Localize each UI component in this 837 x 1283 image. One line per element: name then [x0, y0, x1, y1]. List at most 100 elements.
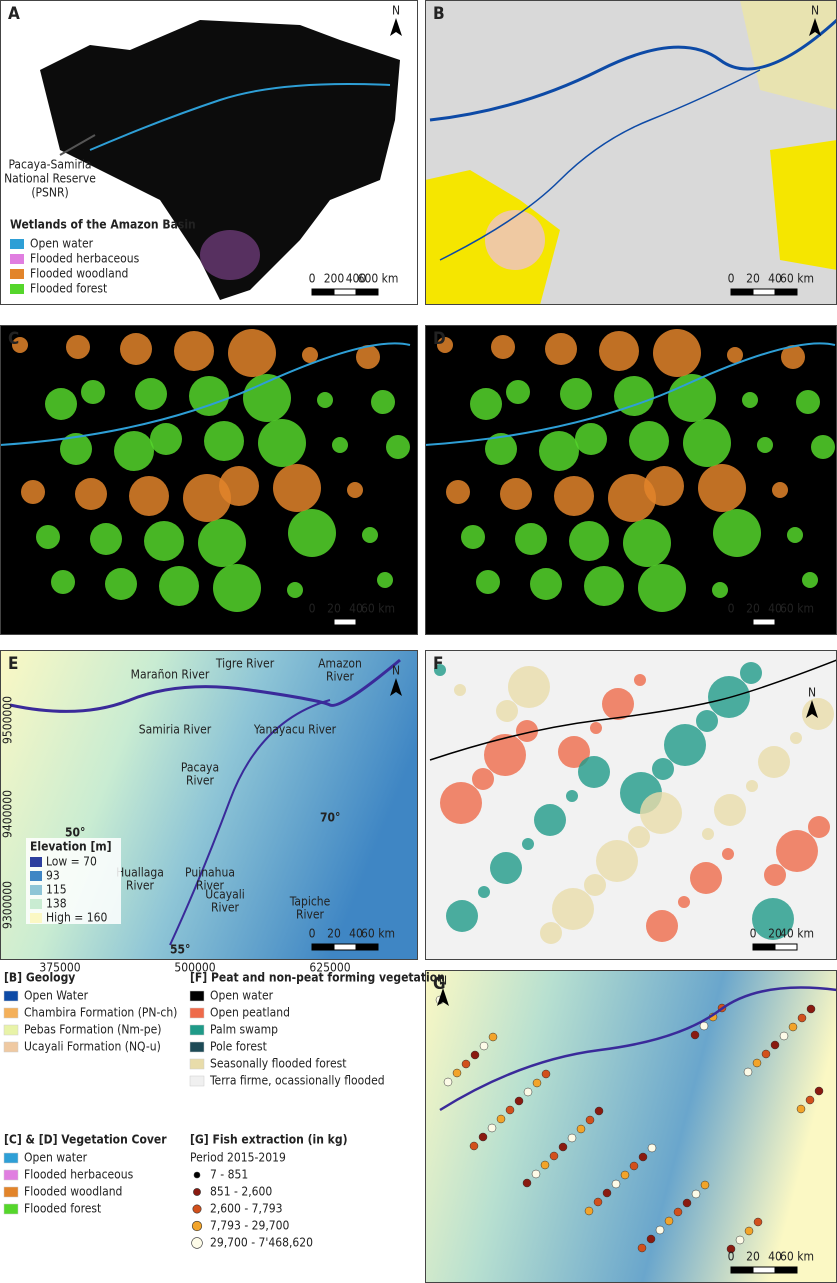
river-label: Huallaga: [116, 866, 164, 880]
vegetation: [105, 568, 137, 600]
vegetation: [129, 476, 169, 516]
vegetation: [808, 816, 830, 838]
fish-site: [690, 1030, 700, 1040]
vegetation: [534, 804, 566, 836]
river-label: Tigre River: [215, 657, 275, 671]
scale-label: 0: [728, 272, 735, 286]
fish-site: [487, 1123, 497, 1133]
legend-label: 138: [46, 897, 67, 911]
legend-swatch: [189, 1024, 205, 1036]
legend-subtitle: Period 2015-2019: [190, 1151, 286, 1165]
fish-site: [655, 1225, 665, 1235]
scale-label: 60 km: [361, 602, 395, 616]
vegetation: [539, 431, 579, 471]
river: [439, 69, 761, 261]
legend-label: Flooded forest: [30, 282, 107, 296]
river-label: Tapiche: [289, 895, 331, 909]
map-background: [425, 970, 837, 1283]
vegetation: [472, 768, 494, 790]
legend-label: 93: [46, 869, 60, 883]
basin-shape: [40, 20, 400, 300]
vegetation: [144, 521, 184, 561]
fish-site: [541, 1069, 551, 1079]
vegetation: [478, 886, 490, 898]
panel-frame: [0, 325, 418, 635]
vegetation: [174, 331, 214, 371]
fish-site: [469, 1141, 479, 1151]
fish-site: [522, 1178, 532, 1188]
river: [0, 342, 411, 446]
fish-site: [505, 1105, 515, 1115]
vegetation: [584, 566, 624, 606]
vegetation: [683, 419, 731, 467]
legend-label: 2,600 - 7,793: [210, 1202, 283, 1216]
fish-site: [691, 1189, 701, 1199]
legend-label: Pole forest: [210, 1040, 267, 1054]
annotation-arrow: [59, 134, 96, 156]
vegetation: [317, 392, 333, 408]
scale-label: 0: [309, 272, 316, 286]
legend-label: 7 - 851: [210, 1168, 248, 1182]
fish-site: [770, 1040, 780, 1050]
scale-bar: [752, 288, 776, 296]
vegetation: [485, 433, 517, 465]
legend-label: Open water: [24, 1151, 88, 1165]
vegetation: [159, 566, 199, 606]
vegetation: [752, 898, 794, 940]
vegetation: [602, 688, 634, 720]
river-label: Pacaya: [181, 761, 219, 775]
scale-label: 20: [327, 602, 341, 616]
scale-label: 600 km: [358, 272, 399, 286]
scale-label: 20: [746, 1250, 760, 1264]
north-label: N: [808, 686, 816, 700]
vegetation: [552, 888, 594, 930]
scale-bar: [333, 943, 357, 951]
vegetation: [490, 852, 522, 884]
fish-site: [514, 1096, 524, 1106]
panel-letter: B: [433, 4, 445, 24]
scale-label: 40 km: [780, 927, 814, 941]
legend-label: Flooded woodland: [30, 267, 128, 281]
vegetation: [500, 478, 532, 510]
annotation: National Reserve: [4, 172, 96, 186]
vegetation: [690, 862, 722, 894]
fish-site: [743, 1067, 753, 1077]
vegetation: [558, 736, 590, 768]
fish-site: [744, 1226, 754, 1236]
vegetation: [727, 347, 743, 363]
scale-bar: [752, 943, 776, 951]
vegetation: [332, 437, 348, 453]
scale-bar: [774, 618, 798, 626]
fish-site: [452, 1068, 462, 1078]
legend-label: Open Water: [24, 989, 89, 1003]
vegetation: [273, 464, 321, 512]
north-arrow: [437, 988, 449, 1006]
vegetation: [623, 519, 671, 567]
river: [429, 18, 837, 122]
legend-swatch: [3, 1024, 19, 1036]
wetland: [200, 230, 260, 280]
fish-site: [620, 1170, 630, 1180]
vegetation: [446, 480, 470, 504]
vegetation: [764, 864, 786, 886]
vegetation: [204, 421, 244, 461]
angle-label: 55°: [170, 943, 190, 957]
scale-label: 40: [768, 602, 782, 616]
river: [429, 659, 837, 761]
vegetation: [696, 710, 718, 732]
scale-label: 0: [728, 1250, 735, 1264]
fish-site: [488, 1032, 498, 1042]
vegetation: [608, 474, 656, 522]
scale-bar: [752, 1266, 776, 1274]
y-coordinate: 9400000: [1, 790, 15, 838]
vegetation: [288, 509, 336, 557]
legend-swatch: [10, 239, 24, 249]
vegetation: [461, 525, 485, 549]
vegetation: [258, 419, 306, 467]
fish-site: [637, 1243, 647, 1253]
vegetation: [713, 509, 761, 557]
vegetation: [599, 331, 639, 371]
panel-letter: G: [433, 974, 446, 994]
x-coordinate: 375000: [39, 961, 80, 975]
fish-site: [549, 1151, 559, 1161]
